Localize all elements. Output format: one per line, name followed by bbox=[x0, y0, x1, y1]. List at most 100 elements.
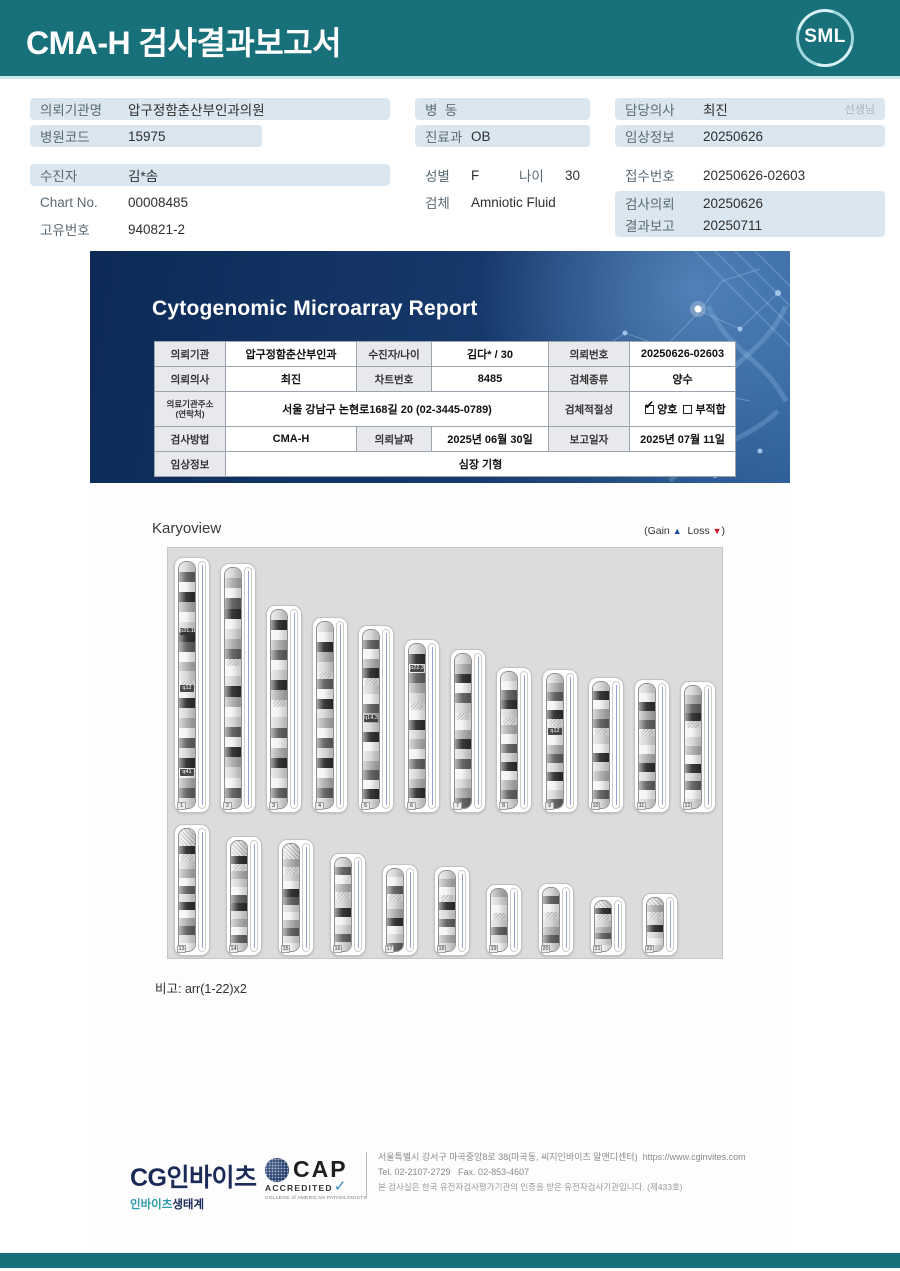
chr-band bbox=[409, 749, 425, 759]
centromere bbox=[233, 864, 245, 872]
chromosome-6-card: p22.3 6 bbox=[404, 639, 440, 813]
centromere bbox=[687, 721, 699, 729]
org-value: 압구정함춘산부인과의원 bbox=[128, 103, 265, 118]
chr-band bbox=[317, 758, 333, 769]
karyoview-note: 비고: arr(1-22)x2 bbox=[155, 982, 247, 996]
info-section: 의뢰기관명 압구정함춘산부인과의원 병원코드 15975 수진자 김*솜 Cha… bbox=[30, 98, 885, 245]
chromosome-8-ideogram bbox=[500, 671, 518, 809]
cap-logo-top: CAP bbox=[265, 1156, 361, 1183]
chr-band bbox=[317, 651, 333, 662]
checkbox-inadequate[interactable] bbox=[683, 404, 693, 414]
microarray-report-title: Cytogenomic Microarray Report bbox=[152, 297, 478, 320]
footer-divider bbox=[366, 1152, 367, 1198]
chr-band bbox=[225, 649, 241, 660]
chr-band bbox=[409, 683, 425, 694]
cap-accredited-row: ACCREDITED ✓ bbox=[265, 1178, 361, 1195]
chromosome-5-card: q14.3 5 bbox=[358, 625, 394, 813]
chromosome-20-card: 20 bbox=[538, 883, 574, 956]
age-label: 나이 bbox=[518, 169, 544, 184]
th-report-date: 보고일자 bbox=[549, 427, 629, 451]
cg-invites-logo-text: CG인바이츠 bbox=[130, 1164, 257, 1192]
chr-band bbox=[179, 738, 195, 749]
chr-band bbox=[179, 661, 195, 672]
chr-band bbox=[363, 779, 379, 789]
chr-band bbox=[439, 934, 455, 943]
receipt-no-label: 접수번호 bbox=[625, 169, 675, 184]
chr-band bbox=[501, 743, 517, 753]
chr-band bbox=[225, 747, 241, 758]
chr-band bbox=[387, 885, 403, 894]
chr-band bbox=[335, 916, 351, 926]
chr-band bbox=[409, 644, 425, 654]
chromosome-9-ideogram: q12 bbox=[546, 673, 564, 809]
cg-sub-part1: 인바이츠 bbox=[130, 1199, 173, 1211]
chr-band bbox=[271, 727, 287, 738]
th-test-method: 검사방법 bbox=[155, 427, 225, 451]
chr-band bbox=[547, 692, 563, 702]
chr-band bbox=[409, 709, 425, 720]
spacer bbox=[615, 152, 885, 164]
cap-word: CAP bbox=[293, 1156, 348, 1182]
chr-band bbox=[271, 670, 287, 681]
chromosome-8-card: 8 bbox=[496, 667, 532, 813]
chr-band bbox=[593, 762, 609, 772]
chr-band bbox=[231, 935, 247, 944]
track-baseline bbox=[294, 613, 295, 805]
sml-logo: SML bbox=[785, 0, 865, 78]
track-baseline bbox=[514, 892, 515, 948]
band-label: q14.3 bbox=[364, 715, 378, 723]
chr-band bbox=[283, 912, 299, 921]
track-baseline bbox=[432, 647, 433, 805]
chr-band bbox=[455, 683, 471, 694]
td-patient-age: 김다* / 30 bbox=[432, 342, 548, 366]
loss-triangle-icon: ▼ bbox=[712, 526, 722, 536]
chr-band bbox=[231, 879, 247, 888]
chromosome-number: 2 bbox=[223, 802, 232, 810]
chromosome-16-ideogram bbox=[334, 857, 352, 952]
info-row-org: 의뢰기관명 압구정함춘산부인과의원 bbox=[30, 98, 390, 120]
centromere bbox=[441, 895, 453, 903]
bottom-accent-bar bbox=[0, 1253, 900, 1268]
chromosome-15-card: 15 bbox=[278, 839, 314, 956]
chr-band bbox=[317, 768, 333, 779]
chr-band bbox=[593, 709, 609, 719]
chr-band bbox=[543, 935, 559, 943]
chromosome-18-card: 18 bbox=[434, 866, 470, 956]
th-org-address-line1: 의료기관주소 bbox=[166, 399, 214, 409]
chr-band bbox=[225, 726, 241, 737]
chr-band bbox=[317, 728, 333, 739]
satellite-band bbox=[179, 829, 195, 847]
th-chart-no: 차트번호 bbox=[357, 367, 431, 391]
chr-band bbox=[685, 781, 701, 791]
chr-band bbox=[593, 682, 609, 692]
array-track bbox=[704, 685, 712, 809]
info-row-patient: 수진자 김*솜 bbox=[30, 164, 390, 186]
chromosome-16-card: 16 bbox=[330, 853, 366, 956]
track-baseline bbox=[618, 904, 619, 948]
chr-band bbox=[317, 698, 333, 709]
centromere bbox=[595, 727, 607, 735]
chromosome-20-ideogram bbox=[542, 887, 560, 952]
band-label: p22.3 bbox=[410, 665, 424, 673]
cap-globe-icon bbox=[265, 1157, 289, 1182]
chr-band bbox=[593, 700, 609, 710]
chr-band bbox=[387, 934, 403, 943]
footer-certification: 본 검사실은 한국 유전자검사평가기관의 인증을 받은 유전자검사기관입니다. … bbox=[378, 1182, 683, 1192]
td-org-address: 서울 강남구 논현로168길 20 (02-3445-0789) bbox=[226, 392, 548, 426]
cap-college-text: COLLEGE of AMERICAN PATHOLOGISTS bbox=[265, 1196, 367, 1201]
chr-band bbox=[231, 895, 247, 904]
chromosome-18-ideogram bbox=[438, 870, 456, 952]
chr-band bbox=[225, 608, 241, 619]
array-track bbox=[510, 888, 518, 952]
chr-band bbox=[439, 871, 455, 880]
chr-band bbox=[501, 789, 517, 799]
chr-band bbox=[179, 601, 195, 612]
chromosome-14-card: 14 bbox=[226, 836, 262, 956]
unique-no-value: 940821-2 bbox=[128, 221, 186, 237]
chr-band bbox=[225, 638, 241, 649]
cap-check-icon: ✓ bbox=[333, 1178, 347, 1195]
chr-band bbox=[225, 737, 241, 748]
track-baseline bbox=[254, 844, 255, 948]
chr-band bbox=[455, 693, 471, 703]
checkbox-adequate[interactable]: ✔ bbox=[644, 398, 654, 414]
